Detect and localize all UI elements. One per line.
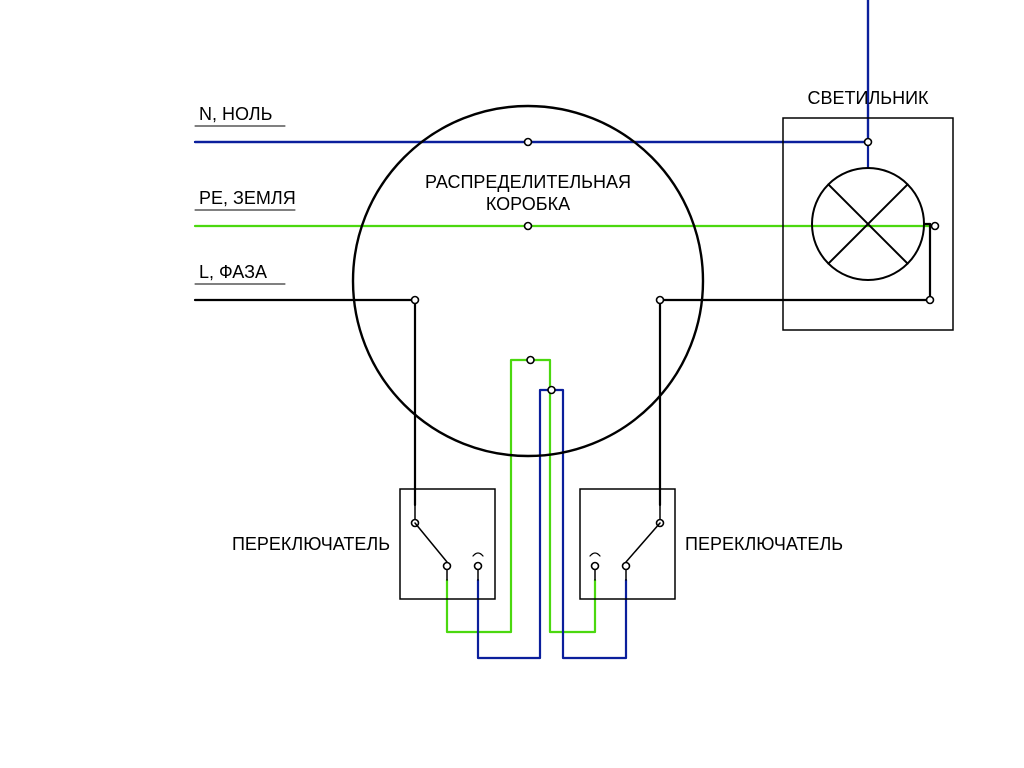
wire-traveller-blue (478, 390, 626, 658)
lamp-title: СВЕТИЛЬНИК (808, 88, 930, 108)
switch-right-label: ПЕРЕКЛЮЧАТЕЛЬ (685, 534, 843, 554)
junction-box-label-2: КОРОБКА (486, 194, 570, 214)
wiring-diagram: СВЕТИЛЬНИК РАСПРЕДЕЛИТЕЛЬНАЯКОРОБКА N, НОЛ… (0, 0, 1024, 768)
junction-box-circle (353, 106, 703, 456)
junction-box-label-1: РАСПРЕДЕЛИТЕЛЬНАЯ (425, 172, 631, 192)
switch-left-label: ПЕРЕКЛЮЧАТЕЛЬ (232, 534, 390, 554)
wire-traveller-green (447, 360, 595, 632)
earth-label: PE, ЗЕМЛЯ (199, 188, 296, 208)
neutral-label: N, НОЛЬ (199, 104, 272, 124)
phase-label: L, ФАЗА (199, 262, 267, 282)
